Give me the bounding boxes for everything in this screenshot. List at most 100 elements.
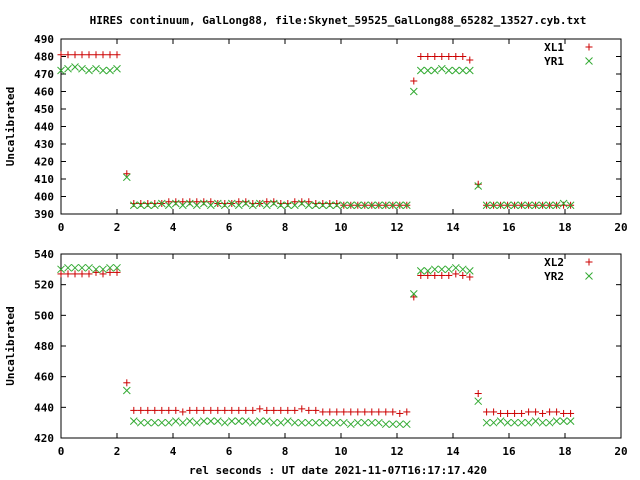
data-point [207, 198, 215, 206]
x-tick-label: 12 [390, 445, 403, 458]
data-point [122, 386, 131, 395]
data-point [367, 418, 376, 427]
y-tick-label: 480 [34, 51, 54, 64]
data-point [409, 290, 418, 298]
data-point [451, 66, 460, 75]
data-point [465, 66, 474, 75]
data-point [57, 66, 65, 75]
data-point [178, 201, 187, 210]
y-tick-label: 470 [34, 68, 54, 81]
y-tick-label: 460 [34, 86, 54, 99]
data-point [403, 408, 411, 416]
legend-marker [585, 272, 593, 280]
data-point [143, 201, 152, 210]
data-point [367, 201, 376, 210]
data-point [552, 417, 561, 425]
data-point [64, 64, 72, 73]
data-point [85, 270, 93, 278]
data-point [256, 405, 264, 413]
data-point [171, 417, 180, 425]
data-point [459, 271, 467, 279]
data-point [78, 270, 86, 278]
data-point [214, 406, 222, 414]
data-point [227, 417, 236, 425]
x-tick-label: 6 [226, 445, 233, 458]
data-point [165, 198, 173, 206]
x-tick-label: 4 [170, 221, 177, 234]
data-point [482, 418, 491, 427]
data-point [136, 201, 145, 210]
data-point [417, 271, 425, 279]
data-point [458, 66, 467, 75]
data-point [85, 263, 93, 272]
data-point [193, 406, 201, 414]
data-point [297, 199, 306, 208]
x-tick-label: 16 [502, 221, 516, 234]
data-point [157, 418, 166, 427]
data-point [297, 418, 306, 427]
data-point [255, 417, 264, 425]
series-YR1 [57, 63, 575, 210]
x-tick-label: 10 [334, 221, 347, 234]
x-tick-label: 2 [114, 221, 121, 234]
data-point [518, 409, 526, 417]
x-tick-label: 8 [282, 445, 289, 458]
data-point [172, 406, 180, 414]
data-point [438, 53, 446, 60]
data-point [325, 201, 334, 210]
data-point [489, 201, 498, 210]
data-point [99, 66, 107, 75]
data-point [490, 408, 498, 416]
data-point [410, 77, 418, 85]
data-point [402, 201, 411, 210]
data-point [451, 263, 460, 272]
data-point [395, 201, 404, 210]
data-point [227, 199, 236, 208]
y-tick-label: 420 [34, 432, 54, 445]
data-point [151, 406, 159, 414]
data-point [452, 270, 460, 278]
data-point [305, 406, 313, 414]
data-point [85, 51, 93, 59]
data-point [416, 267, 425, 275]
y-tick-label: 440 [34, 401, 54, 414]
plot-frame [60, 38, 622, 215]
chart-title: HIRES continuum, GalLong88, file:Skynet_… [90, 14, 587, 27]
data-point [249, 406, 257, 414]
data-point [388, 420, 397, 429]
data-point [199, 199, 208, 208]
x-tick-label: 16 [502, 445, 516, 458]
data-point [465, 267, 474, 275]
data-point [99, 270, 107, 278]
data-point [200, 406, 208, 414]
data-point [99, 51, 107, 59]
data-point [78, 51, 86, 59]
data-point [566, 417, 575, 425]
data-point [164, 418, 173, 427]
data-point [444, 66, 453, 75]
x-tick-label: 20 [614, 221, 627, 234]
data-point [150, 418, 159, 427]
data-point [283, 201, 292, 210]
data-point [524, 418, 533, 427]
data-point [158, 406, 166, 414]
data-point [165, 406, 173, 414]
y-tick-label: 460 [34, 371, 54, 384]
data-point [123, 379, 131, 387]
data-point [374, 418, 383, 427]
x-tick-label: 14 [446, 221, 460, 234]
data-point [474, 397, 483, 406]
data-point [129, 417, 138, 425]
data-point [430, 265, 439, 274]
data-point [353, 201, 362, 210]
data-point [538, 418, 547, 427]
data-point [459, 53, 467, 60]
legend-marker [585, 43, 593, 51]
y-axis-label: Uncalibrated [4, 306, 17, 385]
data-point [123, 170, 131, 178]
data-point [71, 51, 79, 59]
data-point [220, 201, 229, 210]
bottom-plot-panel: 0 2 4 6 8 10 12 14 16 18 20 420 440 460 480 500 520 540 Un… [4, 248, 628, 458]
data-point [276, 201, 285, 210]
